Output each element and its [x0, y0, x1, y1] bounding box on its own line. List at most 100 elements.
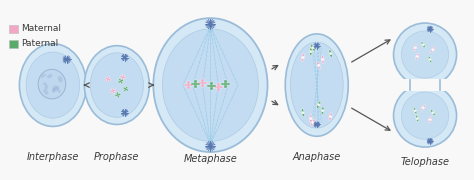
Ellipse shape	[153, 18, 267, 152]
Ellipse shape	[90, 53, 144, 117]
Circle shape	[401, 92, 449, 139]
Polygon shape	[201, 79, 204, 87]
Polygon shape	[187, 81, 190, 89]
Text: Anaphase: Anaphase	[292, 152, 341, 162]
Circle shape	[322, 59, 323, 60]
Text: Metaphase: Metaphase	[183, 154, 237, 164]
Ellipse shape	[52, 88, 55, 93]
Polygon shape	[110, 89, 116, 93]
Circle shape	[429, 119, 431, 120]
Polygon shape	[317, 62, 321, 69]
Polygon shape	[431, 47, 435, 53]
Circle shape	[310, 118, 311, 119]
Polygon shape	[301, 54, 304, 61]
Polygon shape	[413, 44, 417, 51]
Circle shape	[302, 57, 304, 58]
Circle shape	[393, 84, 456, 147]
Polygon shape	[310, 115, 312, 122]
Polygon shape	[317, 101, 321, 108]
Circle shape	[393, 23, 456, 86]
Ellipse shape	[47, 74, 53, 78]
Polygon shape	[111, 88, 115, 94]
Circle shape	[210, 145, 211, 147]
Polygon shape	[421, 105, 425, 111]
Ellipse shape	[55, 87, 59, 91]
Polygon shape	[124, 86, 128, 92]
Circle shape	[330, 53, 331, 54]
Polygon shape	[428, 56, 432, 63]
Polygon shape	[118, 78, 123, 84]
Text: Maternal: Maternal	[21, 24, 61, 33]
Polygon shape	[123, 87, 128, 91]
Polygon shape	[224, 80, 227, 88]
Circle shape	[124, 112, 126, 113]
Polygon shape	[214, 86, 223, 88]
Polygon shape	[321, 107, 324, 115]
Polygon shape	[115, 93, 121, 96]
Circle shape	[66, 59, 67, 60]
Polygon shape	[416, 115, 419, 122]
Ellipse shape	[58, 90, 61, 93]
Polygon shape	[329, 50, 332, 57]
Ellipse shape	[44, 85, 48, 90]
Circle shape	[415, 110, 416, 111]
Circle shape	[415, 47, 416, 48]
Circle shape	[310, 51, 311, 52]
Circle shape	[429, 59, 431, 60]
Ellipse shape	[163, 29, 258, 141]
Polygon shape	[198, 82, 207, 84]
Text: Telophase: Telophase	[401, 157, 449, 167]
Text: Prophase: Prophase	[94, 152, 139, 162]
Bar	[9, 25, 18, 33]
Circle shape	[316, 45, 318, 46]
Polygon shape	[421, 42, 425, 48]
Circle shape	[401, 31, 449, 78]
Circle shape	[312, 47, 314, 48]
Circle shape	[302, 112, 304, 113]
Circle shape	[417, 56, 418, 57]
Ellipse shape	[53, 85, 57, 89]
Ellipse shape	[26, 52, 80, 118]
Bar	[9, 40, 18, 48]
Polygon shape	[221, 83, 229, 85]
Polygon shape	[431, 110, 435, 116]
Polygon shape	[106, 76, 110, 82]
Circle shape	[318, 104, 319, 105]
Ellipse shape	[41, 74, 46, 78]
Circle shape	[124, 57, 126, 58]
Polygon shape	[310, 119, 315, 126]
Polygon shape	[191, 83, 200, 85]
Ellipse shape	[43, 89, 48, 95]
Polygon shape	[207, 85, 216, 87]
Polygon shape	[310, 44, 315, 51]
Polygon shape	[321, 56, 324, 63]
Circle shape	[312, 122, 314, 123]
Polygon shape	[118, 79, 124, 83]
Text: Paternal: Paternal	[21, 39, 59, 48]
Polygon shape	[329, 113, 332, 120]
Polygon shape	[116, 92, 119, 98]
Polygon shape	[184, 84, 193, 86]
Circle shape	[417, 118, 418, 119]
Bar	[393, 79, 456, 91]
Polygon shape	[428, 116, 432, 123]
Polygon shape	[413, 107, 417, 114]
Ellipse shape	[38, 69, 66, 99]
Circle shape	[316, 124, 318, 125]
Polygon shape	[120, 76, 126, 79]
Circle shape	[318, 65, 319, 66]
Polygon shape	[194, 80, 197, 88]
Polygon shape	[301, 109, 304, 116]
Circle shape	[422, 44, 424, 45]
Ellipse shape	[43, 82, 47, 86]
Polygon shape	[310, 48, 312, 56]
Polygon shape	[416, 53, 419, 60]
Ellipse shape	[285, 34, 348, 136]
Ellipse shape	[52, 87, 55, 92]
Polygon shape	[210, 82, 213, 90]
Ellipse shape	[55, 86, 59, 89]
Polygon shape	[121, 74, 124, 80]
Circle shape	[429, 28, 430, 30]
Ellipse shape	[58, 76, 63, 82]
Polygon shape	[105, 77, 111, 81]
